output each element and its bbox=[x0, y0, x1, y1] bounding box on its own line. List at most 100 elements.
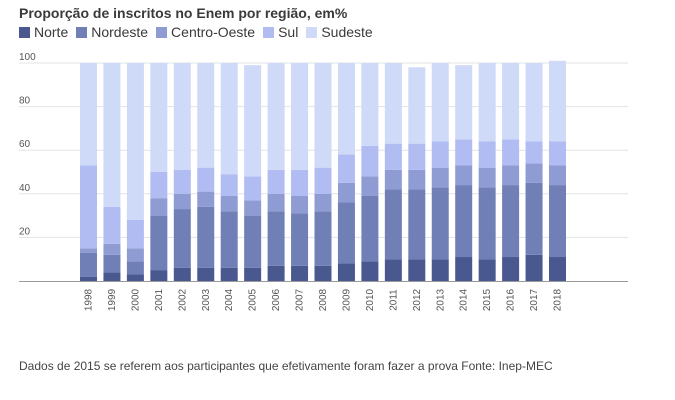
bar-2010-nordeste bbox=[361, 195, 379, 262]
bar-2011-centro-oeste bbox=[384, 169, 402, 190]
legend-item-norte: Norte bbox=[19, 24, 68, 40]
bar-2002-sul bbox=[173, 169, 191, 194]
bar-1999-sul bbox=[103, 206, 121, 244]
bar-2018-centro-oeste bbox=[549, 165, 566, 186]
bar-2010-sul bbox=[361, 145, 379, 177]
bar-2004-centro-oeste bbox=[220, 195, 238, 212]
x-tick-label-2010: 2010 bbox=[365, 288, 376, 311]
bar-2015-centro-oeste bbox=[478, 167, 496, 188]
bar-2011-sudeste bbox=[384, 63, 402, 144]
bar-2013-sul bbox=[431, 141, 449, 168]
bar-2011-nordeste bbox=[384, 189, 402, 260]
legend: Norte Nordeste Centro-Oeste Sul Sudeste bbox=[19, 24, 381, 40]
bar-2004-sul bbox=[220, 174, 238, 196]
y-tick-label-100: 100 bbox=[19, 52, 36, 63]
x-tick-label-2012: 2012 bbox=[412, 288, 423, 311]
bar-2015-norte bbox=[478, 259, 496, 281]
bar-2014-sudeste bbox=[455, 65, 473, 140]
bar-2017-sul bbox=[525, 141, 543, 164]
legend-label-norte: Norte bbox=[34, 24, 69, 40]
bar-1999-nordeste bbox=[103, 254, 121, 273]
bar-2009-centro-oeste bbox=[337, 182, 355, 203]
x-tick-label-2004: 2004 bbox=[224, 288, 235, 311]
bar-2002-sudeste bbox=[173, 63, 191, 170]
bar-2009-sul bbox=[337, 154, 355, 183]
bar-2014-norte bbox=[455, 257, 473, 281]
bar-2005-sudeste bbox=[244, 65, 262, 177]
legend-label-sudeste: Sudeste bbox=[321, 24, 373, 40]
bar-2003-centro-oeste bbox=[197, 191, 215, 207]
x-tick-label-1999: 1999 bbox=[107, 288, 118, 311]
bar-2006-norte bbox=[267, 265, 285, 281]
bar-2005-nordeste bbox=[244, 215, 262, 268]
bar-2008-centro-oeste bbox=[314, 193, 332, 212]
footnote: Dados de 2015 se referem aos participant… bbox=[19, 359, 553, 373]
bar-2002-centro-oeste bbox=[173, 193, 191, 210]
bar-1999-sudeste bbox=[103, 63, 121, 207]
legend-swatch-sudeste bbox=[306, 26, 318, 38]
bar-2000-norte bbox=[126, 274, 144, 281]
bar-2008-sul bbox=[314, 167, 332, 194]
x-tick-label-2015: 2015 bbox=[482, 288, 493, 311]
legend-label-centro-oeste: Centro-Oeste bbox=[171, 24, 256, 40]
bar-2006-nordeste bbox=[267, 211, 285, 266]
bar-2016-norte bbox=[502, 257, 520, 281]
stacked-bar-chart: 20 40 60 80 100 1998 1999 2000 2001 2002 2003 2004 2… bbox=[19, 52, 628, 311]
bar-2004-sudeste bbox=[220, 63, 238, 175]
legend-label-sul: Sul bbox=[278, 24, 299, 40]
x-tick-label-2006: 2006 bbox=[271, 288, 282, 311]
y-tick-label-80: 80 bbox=[19, 96, 31, 107]
y-tick-label-40: 40 bbox=[19, 183, 31, 194]
bar-2001-sudeste bbox=[150, 63, 168, 172]
bar-2017-sudeste bbox=[525, 63, 543, 142]
x-tick-label-2001: 2001 bbox=[154, 288, 165, 311]
bar-2011-sul bbox=[384, 143, 402, 170]
chart-title: Proporção de inscritos no Enem por regiã… bbox=[19, 5, 348, 21]
bar-2010-centro-oeste bbox=[361, 176, 379, 196]
bar-1998-sul bbox=[80, 165, 97, 249]
legend-item-centro-oeste: Centro-Oeste bbox=[156, 24, 255, 40]
bar-2013-sudeste bbox=[431, 63, 449, 142]
legend-swatch-sul bbox=[263, 26, 275, 38]
bar-2002-norte bbox=[173, 267, 191, 281]
y-tick-label-20: 20 bbox=[19, 226, 31, 237]
x-tick-label-2007: 2007 bbox=[295, 288, 306, 311]
bar-2010-norte bbox=[361, 261, 379, 281]
bar-2007-centro-oeste bbox=[291, 195, 309, 214]
bar-2016-sul bbox=[502, 139, 520, 166]
bar-2008-norte bbox=[314, 265, 332, 281]
legend-item-sul: Sul bbox=[263, 24, 298, 40]
bar-2010-sudeste bbox=[361, 63, 379, 146]
bar-2018-norte bbox=[549, 257, 566, 281]
bar-2018-sul bbox=[549, 141, 566, 166]
bar-2005-norte bbox=[244, 267, 262, 281]
bar-2004-nordeste bbox=[220, 211, 238, 268]
bar-2008-nordeste bbox=[314, 211, 332, 266]
bar-2006-sudeste bbox=[267, 63, 285, 170]
bar-2014-centro-oeste bbox=[455, 165, 473, 186]
bar-2004-norte bbox=[220, 267, 238, 281]
legend-swatch-nordeste bbox=[76, 26, 88, 38]
legend-item-nordeste: Nordeste bbox=[76, 24, 148, 40]
bar-1998-norte bbox=[80, 276, 97, 281]
legend-label-nordeste: Nordeste bbox=[91, 24, 149, 40]
bar-2011-norte bbox=[384, 259, 402, 281]
bar-2007-sul bbox=[291, 169, 309, 196]
x-tick-label-2011: 2011 bbox=[388, 289, 399, 311]
bar-2000-sudeste bbox=[126, 63, 144, 220]
bar-2016-nordeste bbox=[502, 185, 520, 258]
bar-2009-sudeste bbox=[337, 63, 355, 155]
bar-2006-centro-oeste bbox=[267, 193, 285, 212]
legend-swatch-centro-oeste bbox=[156, 26, 168, 38]
x-tick-label-2005: 2005 bbox=[248, 288, 259, 311]
bar-2015-nordeste bbox=[478, 187, 496, 260]
x-tick-label-2017: 2017 bbox=[529, 288, 540, 311]
x-tick-label-2008: 2008 bbox=[318, 288, 329, 311]
bar-2003-sudeste bbox=[197, 63, 215, 168]
bar-2008-sudeste bbox=[314, 63, 332, 168]
bar-2005-centro-oeste bbox=[244, 200, 262, 216]
bar-1999-centro-oeste bbox=[103, 243, 121, 255]
bar-2007-norte bbox=[291, 265, 309, 281]
x-tick-label-1998: 1998 bbox=[84, 288, 95, 311]
bar-2007-nordeste bbox=[291, 213, 309, 266]
